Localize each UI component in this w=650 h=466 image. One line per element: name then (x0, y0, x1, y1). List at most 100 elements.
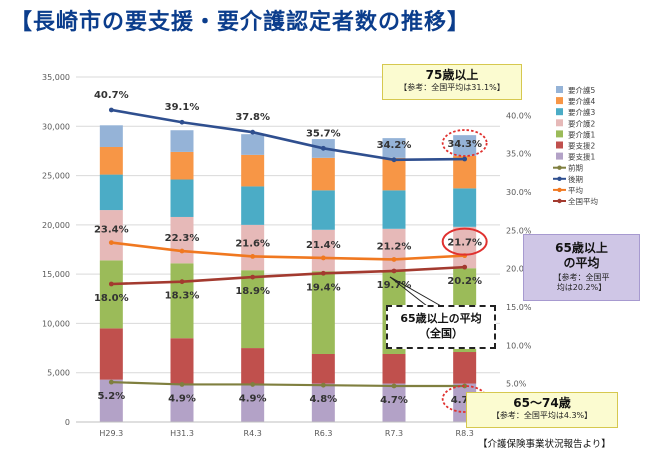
bar-segment-care3 (99, 174, 123, 211)
bar-segment-support2 (170, 338, 194, 384)
marker-avg (250, 254, 256, 259)
marker-late (320, 145, 326, 151)
legend-label: 要介護4 (568, 96, 595, 106)
bar-segment-support1 (170, 383, 194, 422)
x-tick-label: R6.3 (314, 429, 332, 438)
legend-swatch-care1 (556, 130, 563, 138)
x-tick-label: R8.3 (456, 429, 474, 438)
y-left-tick-label: 15,000 (42, 270, 70, 279)
bar-segment-care1 (241, 270, 265, 349)
bar-segment-support2 (99, 328, 123, 380)
callout-65-74-note: 【参考：全国平均は4.3%】 (491, 411, 593, 420)
marker-national (320, 270, 326, 276)
bar-segment-care5 (382, 138, 406, 158)
marker-avg (179, 248, 185, 254)
data-label-late: 34.3% (447, 139, 482, 150)
legend-marker-late (557, 176, 562, 181)
marker-avg (320, 255, 326, 261)
x-tick-label: R7.3 (385, 429, 403, 438)
marker-early (179, 382, 185, 387)
bar-segment-care3 (170, 179, 194, 217)
bar-segment-care5 (170, 130, 194, 152)
callout-national: 65歳以上の平均 （全国） (386, 305, 496, 349)
data-label-national: 18.9% (235, 286, 270, 297)
marker-late (250, 129, 256, 135)
bar-segment-care4 (311, 157, 335, 191)
bar-segment-support1 (311, 383, 335, 422)
marker-national (108, 281, 114, 287)
marker-late (391, 157, 397, 163)
data-label-late: 39.1% (165, 102, 200, 113)
data-label-late: 40.7% (94, 90, 129, 101)
bar-segment-support2 (382, 353, 406, 384)
data-label-early: 4.9% (168, 393, 196, 404)
bar-segment-care5 (99, 125, 123, 147)
y-left-tick-label: 35,000 (42, 73, 70, 82)
bar-segment-care1 (99, 260, 123, 329)
highlight-avg (441, 227, 488, 256)
callout-75-note: 【参考：全国平均は31.1%】 (399, 83, 505, 92)
data-label-national: 18.0% (94, 293, 129, 304)
axes: 0 5,000 10,000 15,000 20,000 25,000 30,000 35,0… (42, 73, 532, 438)
bar-segment-care4 (382, 157, 406, 191)
page-title: 【長崎市の要支援・要介護認定者数の推移】 (10, 10, 471, 35)
data-label-avg: 21.6% (235, 238, 270, 249)
bar-segment-support1 (382, 383, 406, 422)
callout-65-74: 65～74歳 【参考：全国平均は4.3%】 (466, 392, 618, 428)
legend-label: 要支援1 (568, 152, 595, 162)
legend-swatch-care5 (556, 86, 563, 93)
y-right-tick-label: 35.0% (506, 150, 532, 159)
data-label-late: 37.8% (235, 112, 270, 123)
y-left-tick-label: 5,000 (47, 369, 70, 378)
legend-label: 要介護3 (568, 107, 595, 117)
data-label-early: 4.7% (380, 395, 408, 406)
bar-segment-support1 (99, 379, 123, 422)
callout-national-line2: （全国） (419, 327, 463, 340)
callout-national-line1: 65歳以上の平均 (400, 312, 482, 325)
bar-segment-care2 (99, 210, 123, 261)
marker-late (108, 107, 114, 113)
marker-early (108, 379, 114, 385)
data-label-early: 5.2% (97, 391, 125, 402)
marker-early (250, 382, 256, 387)
data-label-avg: 22.3% (165, 233, 200, 244)
data-labels: 5.2% 4.9% 4.9% 4.8% 4.7% 4.7% 40.7% 39.1% 37.8% 3… (94, 90, 482, 406)
marker-national (250, 274, 256, 280)
data-label-avg: 21.4% (306, 240, 341, 251)
marker-avg (108, 240, 114, 246)
source-note: 【介護保険事業状況報告より】 (478, 439, 611, 450)
bar-segment-care5 (453, 135, 477, 156)
legend-label: 後期 (568, 174, 583, 184)
legend-label: 要介護1 (568, 129, 595, 139)
y-right-tick-label: 5.0% (506, 380, 527, 389)
highlight-late (441, 129, 488, 157)
bar-segment-care3 (382, 190, 406, 229)
y-left-tick-label: 30,000 (42, 122, 70, 131)
legend-label: 要支援2 (568, 141, 595, 151)
line-early (111, 381, 465, 388)
legend-label: 要介護5 (568, 85, 595, 95)
y-right-tick-label: 15.0% (506, 303, 532, 312)
bar-segment-care3 (311, 190, 335, 230)
legend-swatch-support2 (556, 141, 563, 149)
legend-label: 要介護2 (568, 118, 595, 128)
y-left-tick-label: 20,000 (42, 221, 70, 230)
callout-75-over: 75歳以上 【参考：全国平均は31.1%】 (382, 64, 522, 100)
x-tick-label: H29.3 (99, 429, 123, 438)
callout-65-note-2: 均は20.2%】 (556, 283, 607, 292)
y-right-tick-label: 25.0% (506, 226, 532, 235)
y-right-tick-label: 20.0% (506, 265, 532, 274)
bar-segment-support2 (311, 353, 335, 384)
bar-segment-care2 (311, 229, 335, 272)
data-label-national: 19.4% (306, 282, 341, 293)
callout-65-note-1: 【参考：全国平 (553, 273, 610, 282)
callout-arrow (389, 276, 442, 307)
callout-75-title: 75歳以上 (425, 68, 479, 82)
stacked-bars (99, 125, 477, 422)
bar-segment-care3 (453, 188, 477, 227)
bar-segment-support2 (453, 352, 477, 384)
callout-65-74-title: 65～74歳 (513, 396, 571, 410)
y-right-tick-label: 30.0% (506, 188, 532, 197)
legend-swatch-care2 (556, 119, 563, 127)
